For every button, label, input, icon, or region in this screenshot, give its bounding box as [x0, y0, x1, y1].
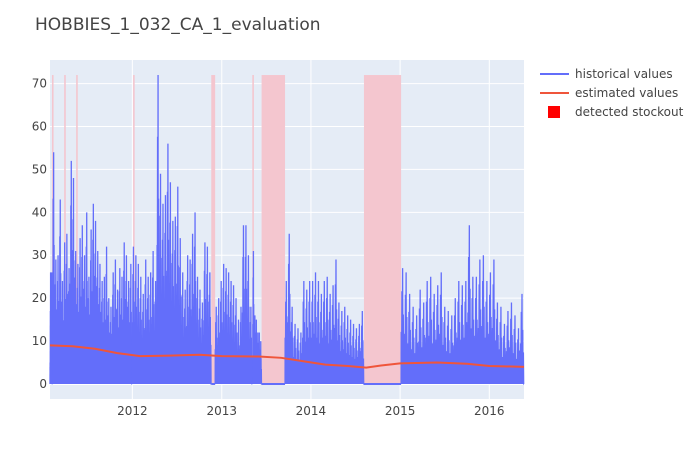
legend-label-historical: historical values — [575, 67, 673, 81]
stockout-bar-5 — [252, 75, 254, 384]
y-tick-label-30: 30 — [32, 248, 47, 262]
legend-label-stockout: detected stockout — [575, 105, 684, 119]
historical-segment-5 — [284, 233, 365, 385]
historical-segment-1 — [52, 152, 133, 385]
stockout-bar-7 — [363, 75, 402, 384]
chart-title: HOBBIES_1_032_CA_1_evaluation — [35, 15, 321, 35]
y-tick-label-60: 60 — [32, 120, 47, 134]
y-tick-label-20: 20 — [32, 291, 47, 305]
y-tick-label-50: 50 — [32, 162, 47, 176]
stockout-bar-2 — [76, 75, 78, 384]
stockout-bar-3 — [133, 75, 135, 384]
stockout-bar-6 — [261, 75, 286, 384]
historical-segment-0 — [49, 272, 54, 385]
historical-segment-2 — [131, 75, 212, 385]
x-tick-label-2016: 2016 — [474, 404, 505, 418]
y-tick-labels: 0 10 20 30 40 50 60 70 — [32, 77, 47, 391]
stockout-shades — [51, 75, 402, 384]
y-tick-label-0: 0 — [39, 377, 47, 391]
historical-segment-4 — [252, 250, 263, 385]
legend-item-stockout[interactable]: detected stockout — [548, 105, 684, 119]
historical-segment-6 — [400, 225, 525, 385]
legend[interactable]: historical values estimated values detec… — [540, 67, 684, 119]
x-tick-label-2012: 2012 — [117, 404, 148, 418]
legend-item-historical[interactable]: historical values — [540, 67, 673, 81]
stockout-bar-1 — [64, 75, 66, 384]
legend-label-estimated: estimated values — [575, 86, 678, 100]
y-tick-label-10: 10 — [32, 334, 47, 348]
x-tick-label-2013: 2013 — [206, 404, 237, 418]
y-tick-label-40: 40 — [32, 205, 47, 219]
stockout-bar-4 — [211, 75, 216, 384]
historical-series — [49, 75, 525, 385]
estimated-series — [49, 344, 525, 369]
y-tick-label-70: 70 — [32, 77, 47, 91]
legend-item-estimated[interactable]: estimated values — [540, 86, 678, 100]
historical-segment-3 — [214, 225, 253, 385]
x-tick-label-2015: 2015 — [385, 404, 416, 418]
x-tick-labels: 2012 2013 2014 2015 2016 — [117, 404, 505, 418]
legend-swatch-stockout — [548, 106, 560, 118]
x-tick-label-2014: 2014 — [296, 404, 327, 418]
estimated-line — [49, 344, 525, 369]
